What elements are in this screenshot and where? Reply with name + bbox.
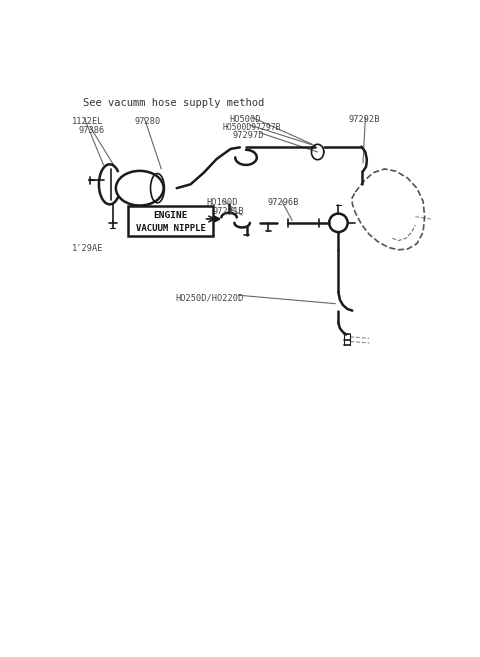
Text: 1'29AE: 1'29AE [72, 244, 104, 253]
Text: HO500D: HO500D [229, 115, 261, 124]
Text: ENGINE: ENGINE [153, 212, 188, 220]
Text: HO100D: HO100D [206, 198, 238, 207]
Text: VACUUM NIPPLE: VACUUM NIPPLE [136, 224, 205, 233]
Text: 97291B: 97291B [212, 207, 244, 215]
Text: 97386: 97386 [78, 125, 104, 135]
FancyBboxPatch shape [128, 206, 213, 236]
Text: 97292B: 97292B [348, 115, 380, 124]
Text: 97296B: 97296B [267, 198, 299, 207]
Text: See vacumm hose supply method: See vacumm hose supply method [83, 98, 264, 108]
Text: HO500D97297B: HO500D97297B [223, 124, 281, 133]
Text: 1122EL: 1122EL [72, 116, 104, 125]
Text: 97297D: 97297D [232, 131, 264, 140]
Text: 97280: 97280 [134, 116, 161, 125]
Text: HO250D/HO220D: HO250D/HO220D [175, 294, 243, 303]
